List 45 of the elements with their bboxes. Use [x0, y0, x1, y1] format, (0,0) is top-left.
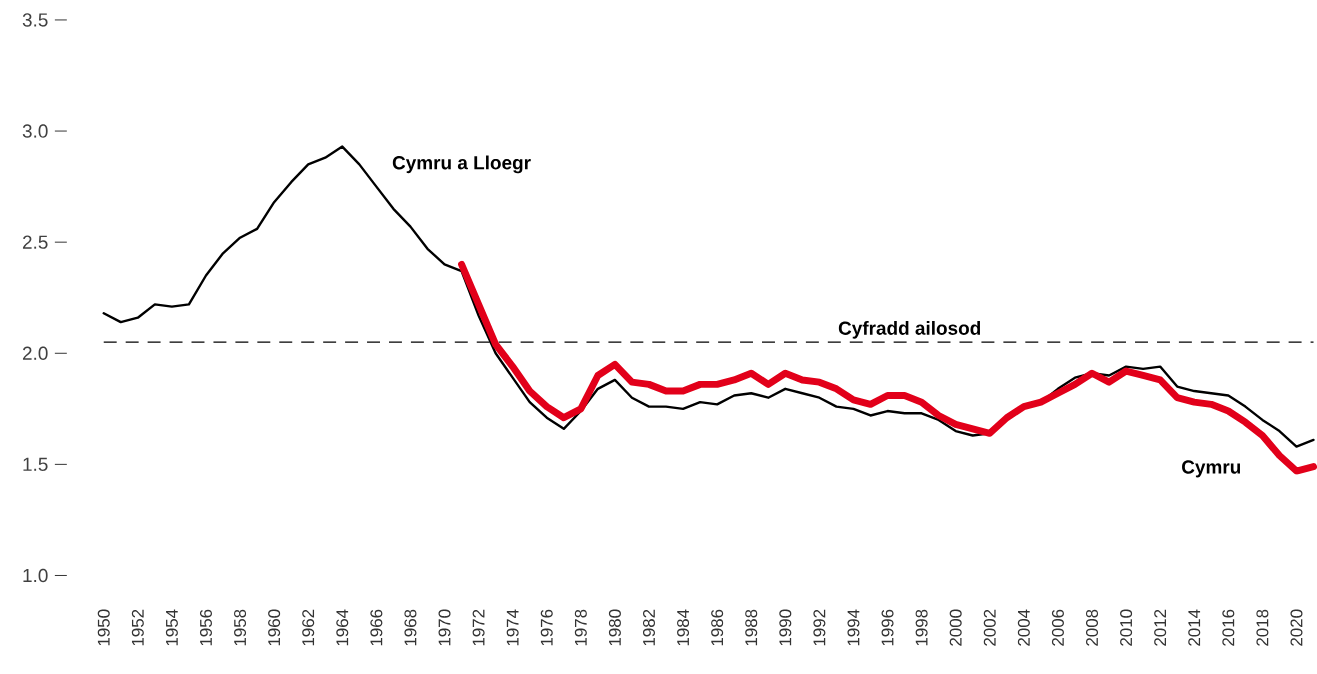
x-tick-label: 1960 — [268, 609, 281, 646]
x-tick-label: 1950 — [97, 609, 110, 646]
x-tick-label: 1952 — [131, 609, 144, 646]
x-tick-label: 1980 — [608, 609, 621, 646]
x-tick-label: 2014 — [1188, 609, 1201, 646]
x-tick-label: 1962 — [302, 609, 315, 646]
x-tick-label: 2020 — [1290, 609, 1303, 646]
x-tick-label: 1970 — [438, 609, 451, 646]
x-tick-label: 1972 — [472, 609, 485, 646]
x-tick-label: 1992 — [813, 609, 826, 646]
x-tick-label: 2000 — [949, 609, 962, 646]
x-tick-label: 1956 — [199, 609, 212, 646]
x-tick-label: 2010 — [1120, 609, 1133, 646]
x-tick-label: 1984 — [677, 609, 690, 646]
x-tick-label: 1978 — [574, 609, 587, 646]
x-tick-label: 2006 — [1051, 609, 1064, 646]
x-tick-label: 1990 — [779, 609, 792, 646]
y-tick-label: 3.0 — [22, 124, 48, 138]
x-tick-label: 1954 — [165, 609, 178, 646]
x-tick-label: 1964 — [336, 609, 349, 646]
series-label: Cymru — [1182, 460, 1241, 478]
x-tick-label: 1966 — [370, 609, 383, 646]
x-tick-label: 1968 — [404, 609, 417, 646]
x-tick-label: 2012 — [1154, 609, 1167, 646]
x-tick-label: 1998 — [915, 609, 928, 646]
x-tick-label: 1976 — [540, 609, 553, 646]
y-tick-label: 2.5 — [22, 235, 48, 249]
x-tick-label: 1986 — [711, 609, 724, 646]
y-tick-label: 1.5 — [23, 457, 48, 471]
series-label: Cymru a Lloegr — [392, 155, 531, 174]
y-tick-label: 3.5 — [22, 13, 48, 27]
x-tick-label: 2002 — [983, 609, 996, 646]
x-tick-label: 1996 — [881, 609, 894, 646]
x-tick-label: 2018 — [1256, 609, 1269, 646]
y-tick-label: 2.0 — [22, 346, 48, 360]
x-tick-label: 2008 — [1086, 609, 1099, 646]
y-tick-label: 1.0 — [23, 568, 48, 583]
x-tick-label: 2016 — [1222, 609, 1235, 646]
x-tick-label: 2004 — [1017, 609, 1030, 646]
ref-line-label: Cyfradd ailosod — [838, 320, 981, 339]
x-tick-label: 1988 — [745, 609, 758, 646]
x-tick-label: 1974 — [506, 609, 519, 646]
x-tick-label: 1958 — [234, 609, 247, 646]
x-tick-label: 1982 — [642, 609, 655, 646]
x-tick-label: 1994 — [847, 609, 860, 646]
